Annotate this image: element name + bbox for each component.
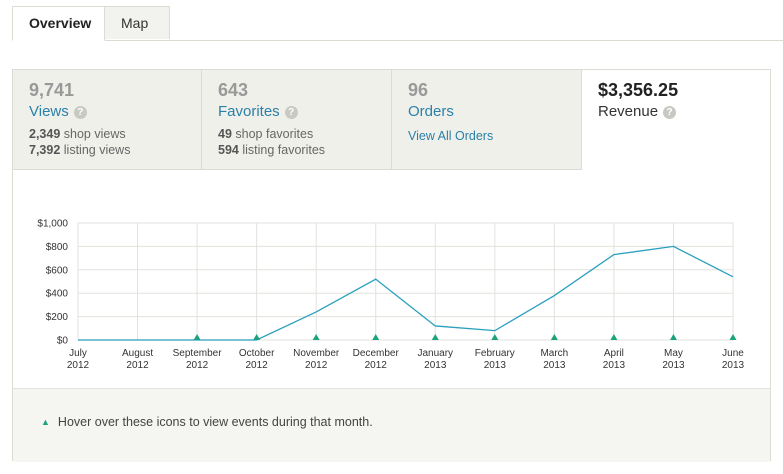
x-tick-label: January <box>417 348 453 359</box>
views-stat: 9,741 Views? 2,349 shop views 7,392 list… <box>13 70 202 170</box>
x-tick-label: April <box>604 348 624 359</box>
y-tick-label: $400 <box>46 289 69 300</box>
x-tick-label: June <box>722 348 744 359</box>
y-tick-label: $1,000 <box>37 219 68 230</box>
x-tick-label: October <box>239 348 275 359</box>
revenue-chart: $0 $200 $400 $600 $800 $1,000 July 2012 August 20… <box>13 210 770 390</box>
x-tick-label: December <box>353 348 400 359</box>
x-tick-label: 2012 <box>365 360 388 371</box>
event-triangle-icon[interactable] <box>610 334 618 340</box>
tab-bar: Overview Map <box>12 0 783 41</box>
event-triangle-icon[interactable] <box>312 334 320 340</box>
x-tick-label: 2013 <box>603 360 626 371</box>
orders-count: 96 <box>408 80 429 100</box>
revenue-label: Revenue? <box>598 102 755 122</box>
event-triangle-icon[interactable] <box>431 334 439 340</box>
event-triangle-icon[interactable] <box>193 334 201 340</box>
x-tick-label: 2013 <box>484 360 507 371</box>
tab-map[interactable]: Map <box>104 6 170 39</box>
favorites-breakdown: 49 shop favorites 594 listing favorites <box>218 127 326 157</box>
y-tick-label: $600 <box>46 265 69 276</box>
x-tick-label: May <box>664 348 683 359</box>
x-tick-label: 2012 <box>246 360 269 371</box>
x-tick-label: August <box>122 348 153 359</box>
x-tick-label: 2013 <box>722 360 745 371</box>
x-tick-label: 2013 <box>424 360 447 371</box>
event-triangle-icon[interactable] <box>491 334 499 340</box>
revenue-amount: $3,356.25 <box>598 80 679 100</box>
x-tick-label: 2012 <box>305 360 328 371</box>
x-tick-label: February <box>475 348 515 359</box>
x-tick-label: 2012 <box>67 360 90 371</box>
event-triangle-icon[interactable] <box>372 334 380 340</box>
orders-stat: 96 Orders View All Orders <box>392 70 582 170</box>
views-label[interactable]: Views? <box>29 102 186 122</box>
stats-panel: 9,741 Views? 2,349 shop views 7,392 list… <box>12 69 771 462</box>
y-tick-label: $0 <box>57 336 69 347</box>
x-tick-label: 2013 <box>662 360 685 371</box>
x-tick-label: March <box>540 348 568 359</box>
x-tick-label: 2012 <box>126 360 149 371</box>
views-count: 9,741 <box>29 80 75 100</box>
revenue-line <box>78 245 734 341</box>
favorites-count: 643 <box>218 80 249 100</box>
orders-label[interactable]: Orders <box>408 103 454 120</box>
x-tick-label: 2013 <box>543 360 566 371</box>
question-mark-icon[interactable]: ? <box>284 106 298 119</box>
event-triangle-icon[interactable] <box>550 334 558 340</box>
revenue-chart-svg: $0$200$400$600$800$1,000July2012August20… <box>37 219 745 372</box>
revenue-stat: $3,356.25 Revenue? <box>582 70 770 170</box>
x-tick-label: 2012 <box>186 360 209 371</box>
views-breakdown: 2,349 shop views 7,392 listing views <box>29 127 131 157</box>
event-triangle-icon: ▲ <box>41 417 50 427</box>
favorites-label[interactable]: Favorites? <box>218 102 376 122</box>
event-triangle-icon[interactable] <box>253 334 261 340</box>
favorites-stat: 643 Favorites? 49 shop favorites 594 lis… <box>202 70 392 170</box>
event-triangle-icon[interactable] <box>729 334 737 340</box>
question-mark-icon[interactable]: ? <box>73 106 87 119</box>
plot-area <box>77 222 734 341</box>
question-mark-icon[interactable]: ? <box>663 106 677 119</box>
x-tick-label: July <box>69 348 87 359</box>
footer-note-area: ▲ Hover over these icons to view events d… <box>13 388 770 462</box>
event-triangle-icon[interactable] <box>669 334 677 340</box>
footer-note: ▲ Hover over these icons to view events d… <box>41 415 373 429</box>
y-tick-label: $200 <box>46 312 69 323</box>
x-tick-label: November <box>293 348 340 359</box>
x-tick-label: September <box>173 348 223 359</box>
view-all-orders-link[interactable]: View All Orders <box>408 129 494 143</box>
tab-overview[interactable]: Overview <box>12 6 105 41</box>
y-tick-label: $800 <box>46 242 69 253</box>
